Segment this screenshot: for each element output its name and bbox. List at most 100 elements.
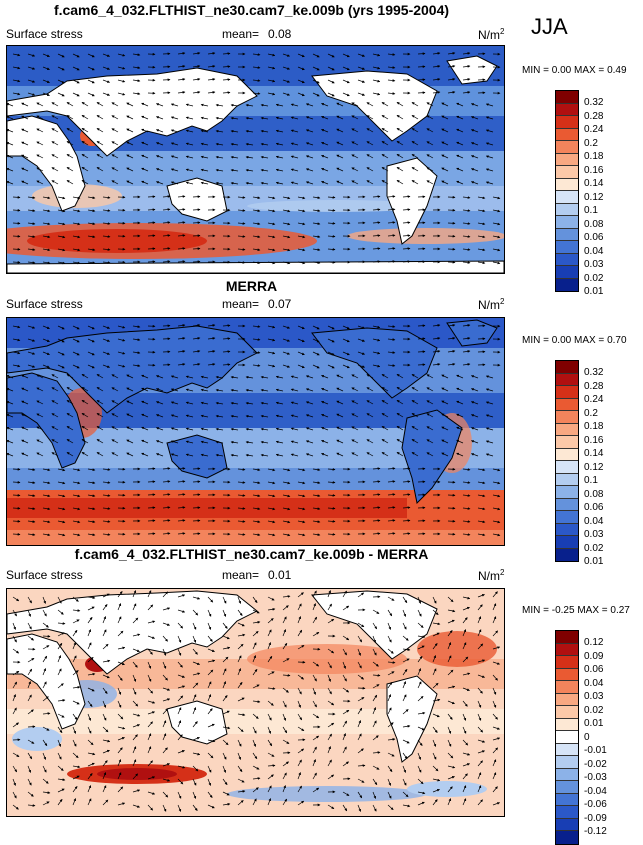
colorbar-swatch xyxy=(556,769,578,782)
colorbar-swatch xyxy=(556,524,578,537)
wind-arrow xyxy=(13,223,20,224)
colorbar-swatch xyxy=(556,254,578,267)
colorbar-swatch xyxy=(556,411,578,424)
panel3-units: N/m2 xyxy=(478,568,504,583)
colorbar-swatch xyxy=(556,191,578,204)
wind-arrow xyxy=(13,508,20,509)
colorbar-swatch xyxy=(556,116,578,129)
colorbar-swatch xyxy=(556,794,578,807)
wind-arrow xyxy=(193,508,200,509)
panel3-mean-value: 0.01 xyxy=(268,568,291,582)
wind-arrow xyxy=(148,223,155,224)
season-label: JJA xyxy=(531,14,568,40)
wind-arrow xyxy=(193,469,200,470)
panel1-variable-label: Surface stress xyxy=(6,27,83,41)
wind-arrow xyxy=(418,93,425,94)
colorbar-swatch xyxy=(556,386,578,399)
panel2-mean-value: 0.07 xyxy=(268,297,291,311)
colorbar-swatch xyxy=(556,819,578,832)
colorbar-swatch xyxy=(556,461,578,474)
wind-arrow xyxy=(148,197,155,198)
wind-arrow xyxy=(28,727,35,728)
colorbar-swatch xyxy=(556,731,578,744)
colorbar-swatch xyxy=(556,536,578,549)
colorbar-swatch xyxy=(556,486,578,499)
wind-arrow xyxy=(13,495,20,496)
colorbar-swatch xyxy=(556,681,578,694)
colorbar-swatch xyxy=(556,511,578,524)
panel3-min-max: MIN = -0.25 MAX = 0.27 xyxy=(522,605,630,616)
wind-arrow xyxy=(13,469,20,470)
colorbar-swatch xyxy=(556,719,578,732)
wind-arrow xyxy=(418,326,425,327)
wind-arrow xyxy=(148,521,155,522)
colorbar-swatch xyxy=(556,499,578,512)
wind-arrow xyxy=(193,495,200,496)
panel3-mean-label: mean= xyxy=(222,568,259,582)
panel2-mean-label: mean= xyxy=(222,297,259,311)
wind-arrow xyxy=(193,223,200,224)
panel2-colorbar xyxy=(555,360,579,562)
wind-arrow xyxy=(148,236,155,237)
wind-arrow xyxy=(148,508,155,509)
wind-arrow xyxy=(13,482,20,483)
colorbar-swatch xyxy=(556,706,578,719)
colorbar-swatch xyxy=(556,266,578,279)
panel1-mean-label: mean= xyxy=(222,27,259,41)
wind-arrow xyxy=(43,636,50,637)
colorbar-swatch xyxy=(556,656,578,669)
colorbar-swatch xyxy=(556,744,578,757)
colorbar-swatch xyxy=(556,179,578,192)
wind-arrow xyxy=(13,521,20,522)
panel3-variable-label: Surface stress xyxy=(6,568,83,582)
colorbar-swatch xyxy=(556,694,578,707)
wind-arrow xyxy=(13,534,20,535)
colorbar-swatch xyxy=(556,424,578,437)
colorbar-swatch xyxy=(556,361,578,374)
colorbar-swatch xyxy=(556,831,578,844)
wind-arrow xyxy=(193,482,200,483)
colorbar-swatch xyxy=(556,756,578,769)
wind-arrow xyxy=(418,339,425,340)
colorbar-swatch xyxy=(556,154,578,167)
wind-arrow xyxy=(193,521,200,522)
panel2-variable-label: Surface stress xyxy=(6,297,83,311)
wind-arrow xyxy=(418,67,425,68)
wind-arrow xyxy=(193,236,200,237)
colorbar-swatch xyxy=(556,374,578,387)
wind-arrow xyxy=(193,262,200,263)
colorbar-swatch xyxy=(556,399,578,412)
wind-arrow xyxy=(148,249,155,250)
colorbar-swatch xyxy=(556,669,578,682)
wind-arrow xyxy=(13,197,20,198)
colorbar-swatch xyxy=(556,279,578,292)
colorbar-swatch xyxy=(556,436,578,449)
wind-arrow xyxy=(418,80,425,81)
panel1-title: f.cam6_4_032.FLTHIST_ne30.cam7_ke.009b (… xyxy=(0,2,503,18)
colorbar-swatch xyxy=(556,241,578,254)
panel1-units: N/m2 xyxy=(478,27,504,42)
panel2-title: MERRA xyxy=(0,278,503,294)
wind-arrow xyxy=(418,352,425,353)
colorbar-swatch xyxy=(556,141,578,154)
wind-arrow xyxy=(13,210,20,211)
panel2-min-max: MIN = 0.00 MAX = 0.70 xyxy=(522,335,627,346)
wind-arrow xyxy=(418,365,425,366)
panel3-colorbar xyxy=(555,630,579,845)
colorbar-swatch xyxy=(556,216,578,229)
colorbar-swatch xyxy=(556,166,578,179)
colorbar-swatch xyxy=(556,104,578,117)
wind-arrow xyxy=(193,534,200,535)
panel3-title: f.cam6_4_032.FLTHIST_ne30.cam7_ke.009b -… xyxy=(0,546,503,562)
panel3-map xyxy=(6,588,505,817)
colorbar-swatch xyxy=(556,229,578,242)
colorbar-swatch xyxy=(556,474,578,487)
wind-arrow xyxy=(148,262,155,263)
panel2-map xyxy=(6,317,505,546)
wind-arrow xyxy=(148,534,155,535)
colorbar-swatch xyxy=(556,781,578,794)
colorbar-swatch xyxy=(556,449,578,462)
wind-arrow xyxy=(13,249,20,250)
wind-arrow xyxy=(148,495,155,496)
